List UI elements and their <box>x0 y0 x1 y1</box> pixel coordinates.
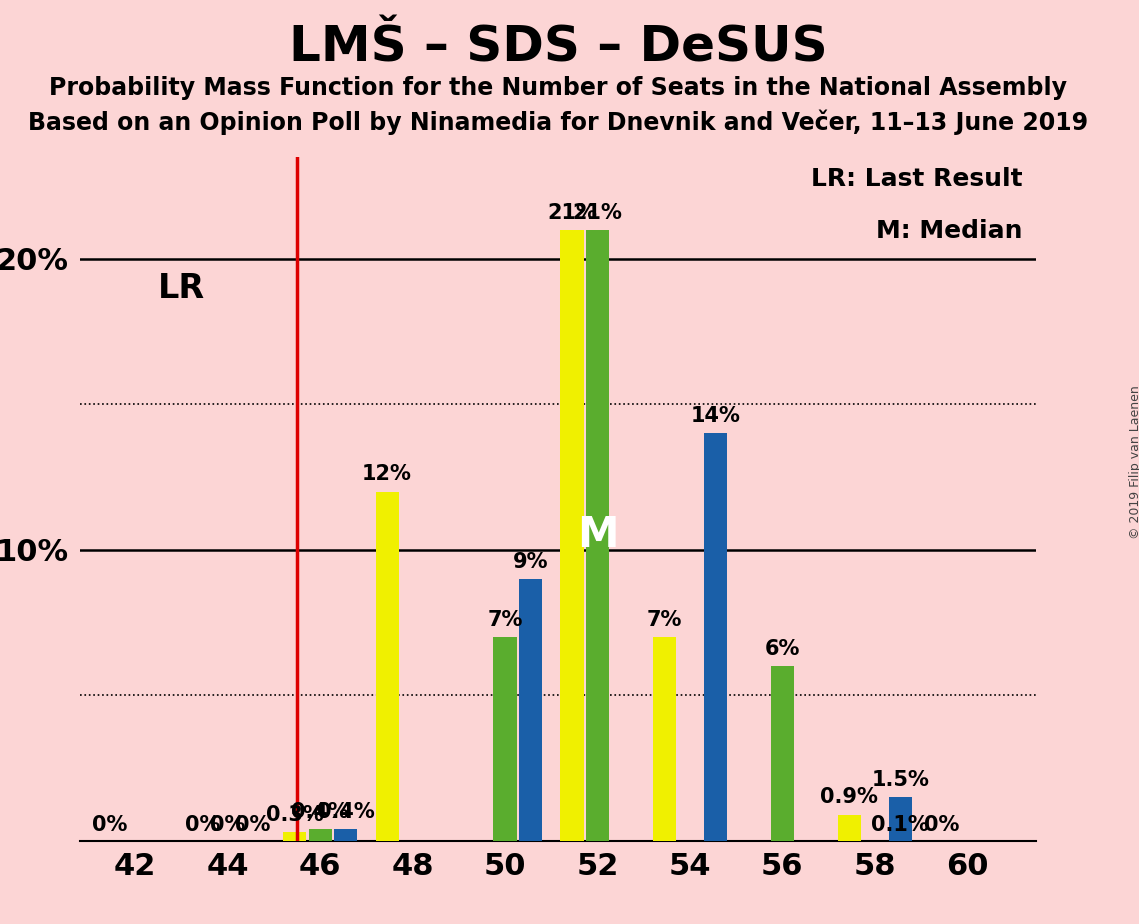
Text: 0.4%: 0.4% <box>292 802 349 822</box>
Bar <box>284 833 306 841</box>
Bar <box>585 230 609 841</box>
Text: 0%: 0% <box>924 815 959 835</box>
Text: 0.3%: 0.3% <box>265 805 323 825</box>
Text: 7%: 7% <box>487 610 523 630</box>
Text: LR: LR <box>158 272 205 305</box>
Text: LR: Last Result: LR: Last Result <box>811 167 1022 191</box>
Text: © 2019 Filip van Laenen: © 2019 Filip van Laenen <box>1129 385 1139 539</box>
Text: Probability Mass Function for the Number of Seats in the National Assembly: Probability Mass Function for the Number… <box>49 76 1067 100</box>
Text: 0%: 0% <box>92 815 128 835</box>
Text: M: Median: M: Median <box>876 219 1022 243</box>
Bar <box>888 797 911 841</box>
Text: 0.9%: 0.9% <box>820 787 878 808</box>
Text: 21%: 21% <box>547 202 597 223</box>
Bar <box>704 433 727 841</box>
Text: LMŠ – SDS – DeSUS: LMŠ – SDS – DeSUS <box>289 23 827 71</box>
Bar <box>334 829 357 841</box>
Bar <box>838 815 861 841</box>
Text: 12%: 12% <box>362 465 412 484</box>
Bar <box>560 230 583 841</box>
Bar <box>771 666 794 841</box>
Text: 9%: 9% <box>513 552 548 572</box>
Bar <box>493 638 516 841</box>
Text: 0%: 0% <box>210 815 245 835</box>
Text: 0%: 0% <box>236 815 271 835</box>
Text: 6%: 6% <box>764 639 800 659</box>
Text: 14%: 14% <box>690 407 740 426</box>
Bar <box>519 579 542 841</box>
Bar <box>309 829 331 841</box>
Bar <box>653 638 675 841</box>
Text: 1.5%: 1.5% <box>871 770 929 790</box>
Text: M: M <box>576 515 618 556</box>
Text: 21%: 21% <box>573 202 622 223</box>
Text: 0%: 0% <box>185 815 220 835</box>
Text: 0.4%: 0.4% <box>317 802 375 822</box>
Bar <box>376 492 399 841</box>
Text: 0.1%: 0.1% <box>871 815 929 835</box>
Text: 7%: 7% <box>647 610 682 630</box>
Text: Based on an Opinion Poll by Ninamedia for Dnevnik and Večer, 11–13 June 2019: Based on an Opinion Poll by Ninamedia fo… <box>28 109 1088 135</box>
